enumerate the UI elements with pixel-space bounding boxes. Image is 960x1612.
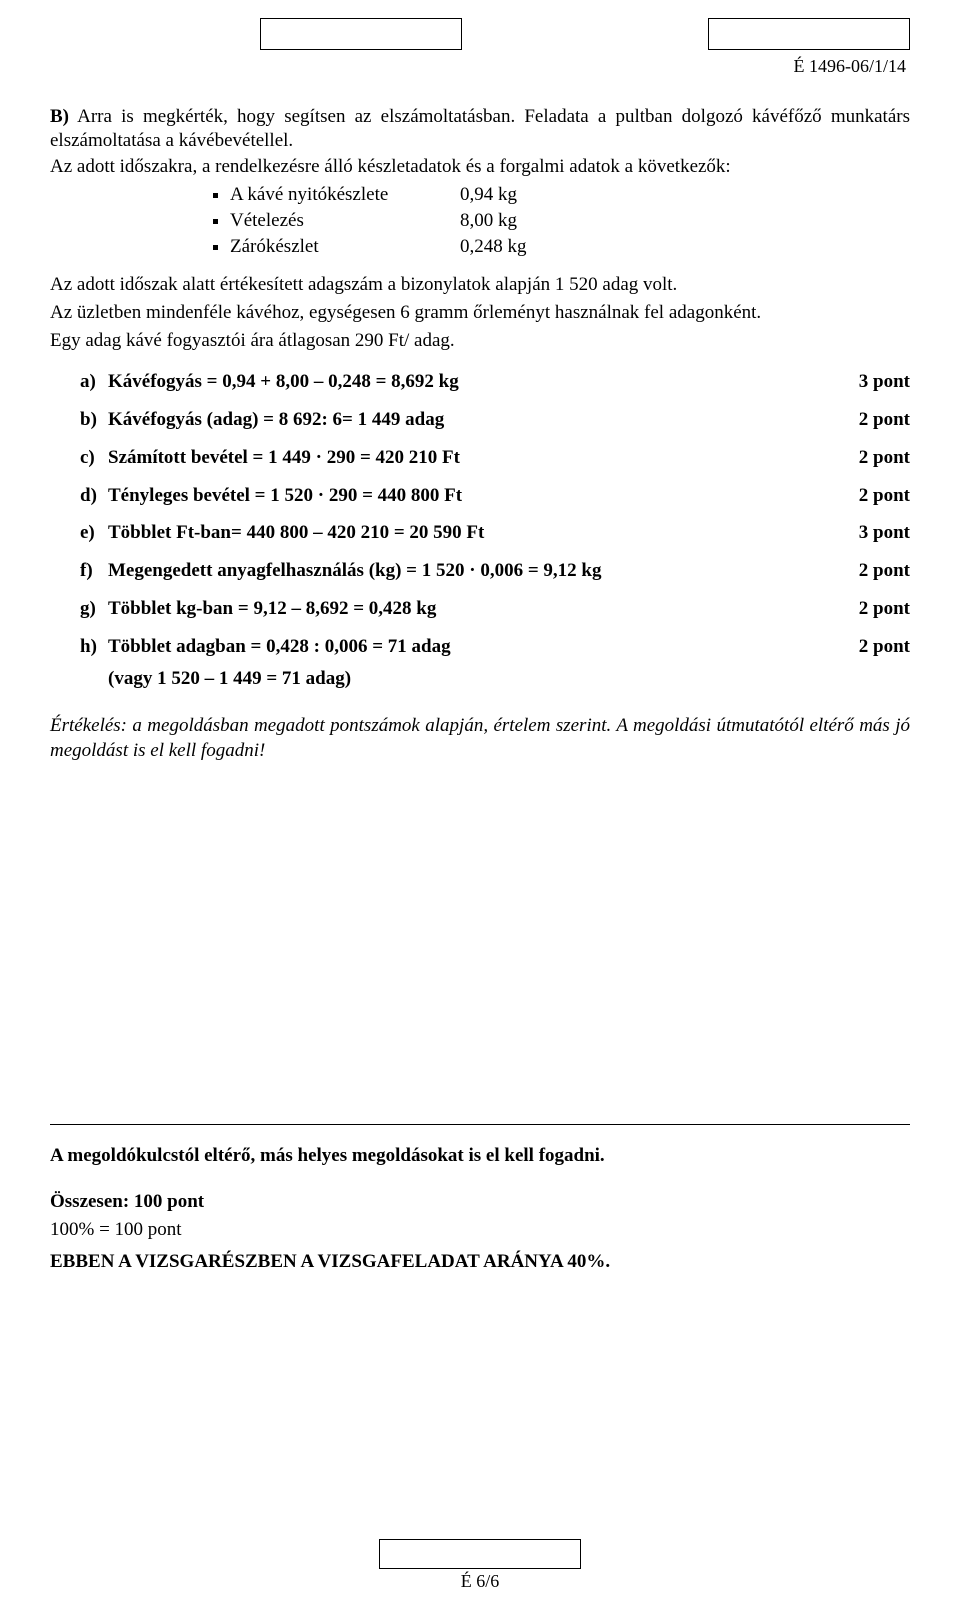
stock-label: Vételezés [230, 208, 460, 234]
answer-alternative: (vagy 1 520 – 1 449 = 71 adag) [108, 668, 910, 690]
answer-text: Kávéfogyás = 0,94 + 8,00 – 0,248 = 8,692… [108, 370, 459, 394]
answer-letter: a) [80, 370, 108, 394]
answer-row: f) Megengedett anyagfelhasználás (kg) = … [80, 559, 910, 583]
answer-letter: d) [80, 484, 108, 508]
divider [50, 1124, 910, 1125]
answer-row: e) Többlet Ft-ban= 440 800 – 420 210 = 2… [80, 521, 910, 545]
answer-text: Megengedett anyagfelhasználás (kg) = 1 5… [108, 559, 601, 583]
answer-points: 2 pont [839, 597, 910, 621]
answer-row: a) Kávéfogyás = 0,94 + 8,00 – 0,248 = 8,… [80, 370, 910, 394]
note-3: Egy adag kávé fogyasztói ára átlagosan 2… [50, 329, 910, 353]
evaluation-note: Értékelés: a megoldásban megadott pontsz… [50, 714, 910, 763]
answer-letter: h) [80, 635, 108, 659]
total-points: Összesen: 100 pont [50, 1191, 910, 1213]
answer-text: Kávéfogyás (adag) = 8 692: 6= 1 449 adag [108, 408, 444, 432]
weight-line: EBBEN A VIZSGARÉSZBEN A VIZSGAFELADAT AR… [50, 1251, 910, 1273]
stock-list: A kávé nyitókészlete 0,94 kg Vételezés 8… [50, 182, 910, 259]
answer-points: 3 pont [839, 521, 910, 545]
answer-points: 3 pont [839, 370, 910, 394]
answer-row: c) Számított bevétel = 1 449 · 290 = 420… [80, 446, 910, 470]
answer-letter: e) [80, 521, 108, 545]
footer-box [379, 1539, 581, 1569]
answer-letter: b) [80, 408, 108, 432]
exam-page: É 1496-06/1/14 B) Arra is megkérték, hog… [0, 0, 960, 1612]
header-box-left [260, 18, 462, 50]
stock-value: 8,00 kg [460, 208, 517, 234]
answer-points: 2 pont [839, 484, 910, 508]
answer-text: Számított bevétel = 1 449 · 290 = 420 21… [108, 446, 460, 470]
percent-line: 100% = 100 pont [50, 1219, 910, 1241]
answers-block: a) Kávéfogyás = 0,94 + 8,00 – 0,248 = 8,… [80, 370, 910, 690]
answer-letter: c) [80, 446, 108, 470]
section-label: B) [50, 106, 69, 127]
document-code: É 1496-06/1/14 [50, 56, 906, 77]
section-intro-text: Arra is megkérték, hogy segítsen az elsz… [50, 106, 910, 151]
answer-points: 2 pont [839, 559, 910, 583]
answer-text: Tényleges bevétel = 1 520 · 290 = 440 80… [108, 484, 462, 508]
answer-text: Többlet kg-ban = 9,12 – 8,692 = 0,428 kg [108, 597, 436, 621]
answer-row: h) Többlet adagban = 0,428 : 0,006 = 71 … [80, 635, 910, 659]
stock-value: 0,248 kg [460, 234, 527, 260]
answer-text: Többlet adagban = 0,428 : 0,006 = 71 ada… [108, 635, 451, 659]
answer-row: b) Kávéfogyás (adag) = 8 692: 6= 1 449 a… [80, 408, 910, 432]
answer-text: Többlet Ft-ban= 440 800 – 420 210 = 20 5… [108, 521, 484, 545]
note-1: Az adott időszak alatt értékesített adag… [50, 273, 910, 297]
list-item: A kávé nyitókészlete 0,94 kg [230, 182, 910, 208]
stock-value: 0,94 kg [460, 182, 517, 208]
accept-note: A megoldókulcstól eltérő, más helyes meg… [50, 1145, 910, 1167]
footer-section: A megoldókulcstól eltérő, más helyes meg… [50, 1124, 910, 1273]
stock-label: A kávé nyitókészlete [230, 182, 460, 208]
list-item: Vételezés 8,00 kg [230, 208, 910, 234]
answer-letter: g) [80, 597, 108, 621]
page-footer: É 6/6 [0, 1539, 960, 1592]
section-b-intro: B) Arra is megkérték, hogy segítsen az e… [50, 105, 910, 153]
stock-label: Zárókészlet [230, 234, 460, 260]
list-item: Zárókészlet 0,248 kg [230, 234, 910, 260]
page-number: É 6/6 [0, 1571, 960, 1592]
answer-row: g) Többlet kg-ban = 9,12 – 8,692 = 0,428… [80, 597, 910, 621]
note-2: Az üzletben mindenféle kávéhoz, egységes… [50, 301, 910, 325]
answer-row: d) Tényleges bevétel = 1 520 · 290 = 440… [80, 484, 910, 508]
answer-points: 2 pont [839, 446, 910, 470]
header-boxes [50, 18, 910, 50]
answer-points: 2 pont [839, 635, 910, 659]
data-intro: Az adott időszakra, a rendelkezésre álló… [50, 155, 910, 179]
header-box-right [708, 18, 910, 50]
answer-letter: f) [80, 559, 108, 583]
answer-points: 2 pont [839, 408, 910, 432]
